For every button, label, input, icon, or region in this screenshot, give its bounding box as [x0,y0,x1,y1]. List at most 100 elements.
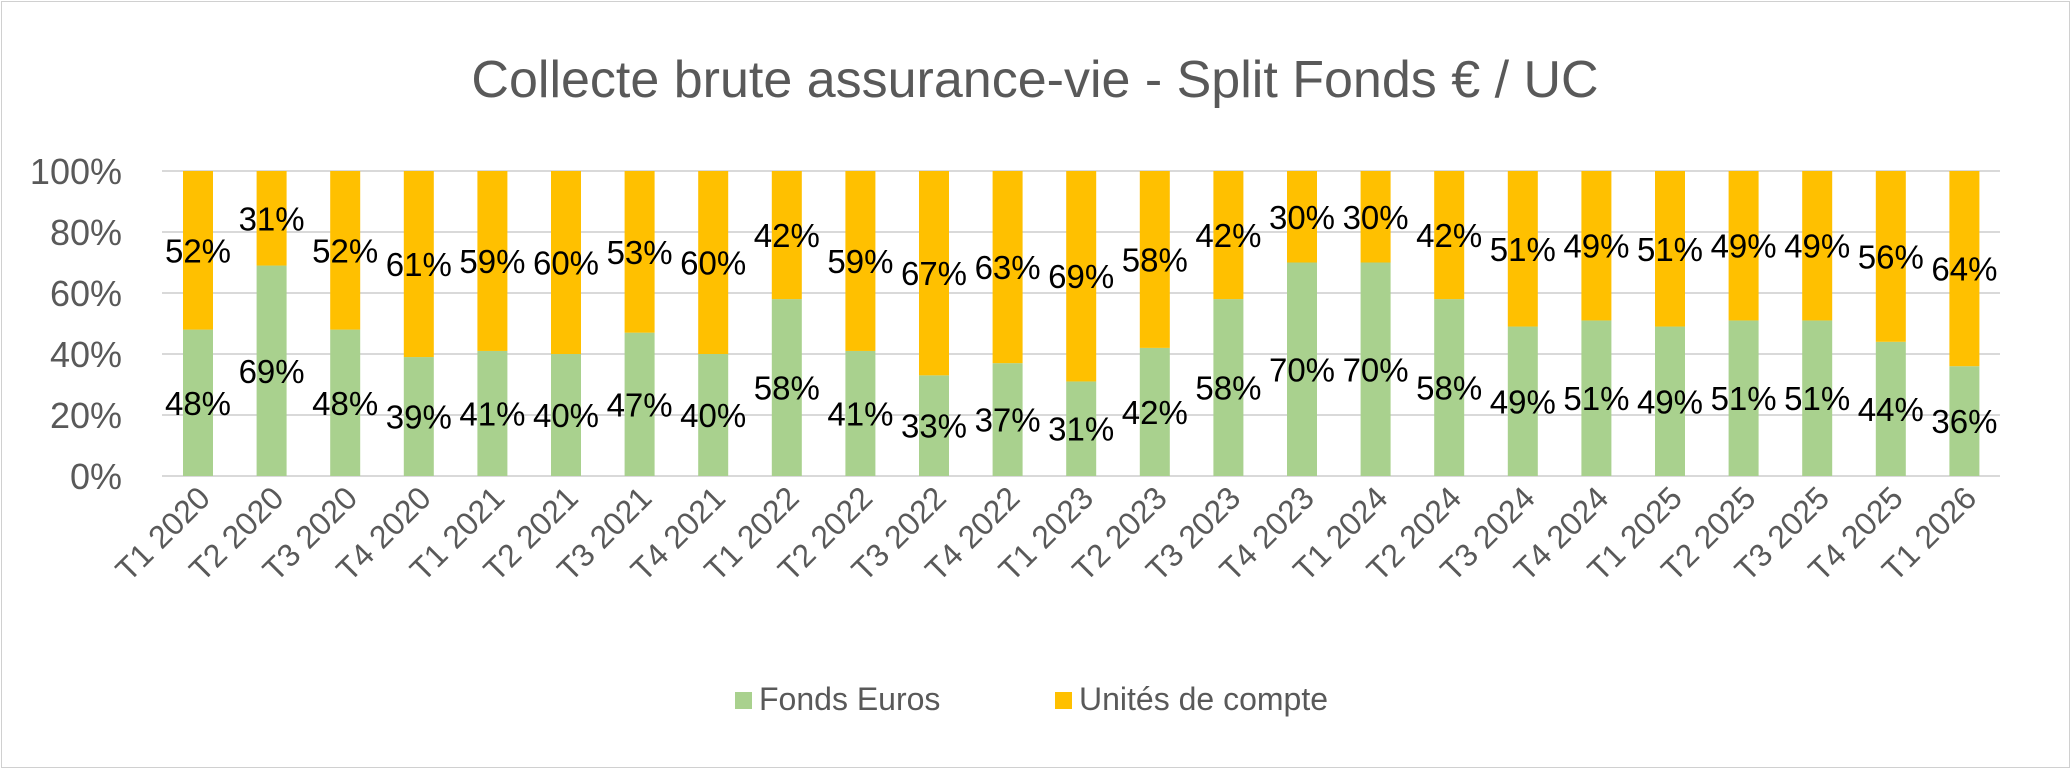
bar-fonds-euros [330,329,361,476]
data-label: 31% [1048,411,1114,448]
y-tick-label: 80% [50,212,122,253]
bar-unites-de-compte [1213,171,1244,300]
bar-fonds-euros [1949,366,1980,476]
bar-unites-de-compte [1507,171,1538,327]
bar-unites-de-compte [771,171,802,300]
data-label: 59% [827,243,893,280]
bar-unites-de-compte [477,171,508,351]
data-label: 51% [1563,380,1629,417]
data-label: 40% [533,397,599,434]
bar-fonds-euros [1802,320,1833,476]
legend-label: Unités de compte [1079,681,1328,717]
data-label: 39% [386,399,452,436]
bar-fonds-euros [1655,326,1685,476]
data-label: 42% [1195,217,1261,254]
data-label: 58% [1122,241,1188,278]
bar-fonds-euros [698,354,729,476]
bar-fonds-euros [256,265,287,476]
legend-swatch [1055,692,1072,709]
bar-unites-de-compte [256,171,287,266]
bar-unites-de-compte [919,171,949,376]
data-label: 42% [754,217,820,254]
bar-unites-de-compte [624,171,655,333]
data-label: 67% [901,255,967,292]
data-label: 60% [533,245,599,282]
legend-swatch [735,692,752,709]
data-label: 41% [827,395,893,432]
bar-unites-de-compte [183,171,213,330]
data-label: 42% [1122,394,1188,431]
bar-unites-de-compte [1581,171,1612,321]
data-label: 37% [975,402,1041,439]
data-label: 70% [1343,351,1409,388]
data-label: 49% [1490,383,1556,420]
data-label: 64% [1931,251,1997,288]
bar-fonds-euros [992,363,1023,476]
data-label: 49% [1784,228,1850,265]
data-label: 63% [975,249,1041,286]
data-label: 58% [1416,370,1482,407]
data-label: 49% [1711,228,1777,265]
data-label: 69% [239,353,305,390]
bar-unites-de-compte [1139,171,1170,348]
y-tick-label: 40% [50,334,122,375]
bar-unites-de-compte [1875,171,1906,342]
data-label: 48% [165,385,231,422]
bar-fonds-euros [771,299,802,476]
y-tick-label: 60% [50,273,122,314]
bar-fonds-euros [1213,299,1244,476]
bar-unites-de-compte [403,171,434,358]
data-label: 60% [680,245,746,282]
bar-fonds-euros [1728,320,1759,476]
bar-unites-de-compte [1287,171,1317,263]
data-label: 49% [1563,228,1629,265]
bar-unites-de-compte [1066,171,1097,382]
data-label: 52% [165,232,231,269]
chart-title: Collecte brute assurance-vie - Split Fon… [471,51,1598,109]
data-label: 41% [459,395,525,432]
y-tick-label: 20% [50,395,122,436]
bar-unites-de-compte [1728,171,1759,321]
data-label: 51% [1711,380,1777,417]
data-label: 69% [1048,258,1114,295]
data-label: 52% [312,232,378,269]
data-label: 44% [1858,391,1924,428]
data-label: 51% [1637,231,1703,268]
bar-unites-de-compte [1434,171,1465,300]
bar-unites-de-compte [992,171,1023,364]
y-tick-label: 0% [70,456,122,497]
data-label: 61% [386,246,452,283]
data-label: 30% [1343,199,1409,236]
bar-fonds-euros [183,329,213,476]
data-label: 30% [1269,199,1335,236]
bar-fonds-euros [477,350,508,476]
data-label: 42% [1416,217,1482,254]
data-label: 48% [312,385,378,422]
bar-unites-de-compte [330,171,361,330]
data-label: 49% [1637,383,1703,420]
bar-fonds-euros [919,375,949,476]
data-label: 58% [754,370,820,407]
data-label: 47% [607,386,673,423]
bar-fonds-euros [845,350,876,476]
bar-fonds-euros [1507,326,1538,476]
bar-fonds-euros [551,354,581,476]
data-label: 40% [680,397,746,434]
bar-unites-de-compte [698,171,729,354]
data-label: 36% [1931,403,1997,440]
legend-label: Fonds Euros [759,681,940,717]
bar-fonds-euros [1287,262,1317,476]
bar-fonds-euros [1066,381,1097,476]
data-label: 31% [239,200,305,237]
bar-fonds-euros [1139,347,1170,476]
bar-fonds-euros [1434,299,1465,476]
bar-unites-de-compte [551,171,581,354]
bar-unites-de-compte [845,171,876,351]
data-label: 51% [1784,380,1850,417]
bar-unites-de-compte [1655,171,1685,327]
bar-unites-de-compte [1949,171,1980,367]
bar-fonds-euros [1360,262,1391,476]
y-tick-label: 100% [30,151,122,192]
data-label: 70% [1269,351,1335,388]
